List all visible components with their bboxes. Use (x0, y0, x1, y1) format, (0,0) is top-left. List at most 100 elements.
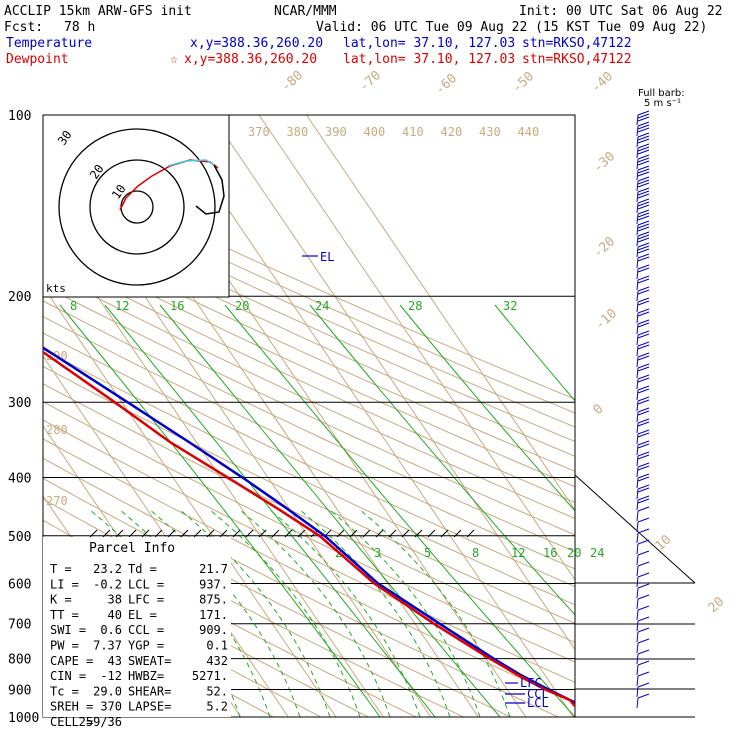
ccl-label: CCL (527, 687, 549, 701)
wind-barb-staff (636, 136, 639, 148)
parcel-info-cell: 43 (108, 654, 122, 668)
mixing-ratio-label: 32 (503, 299, 517, 313)
init-time: Init: 00 UTC Sat 06 Aug 22 (519, 4, 723, 19)
wind-barb-flag (637, 248, 650, 254)
wind-barb-staff (636, 697, 639, 709)
parcel-info-cell: K = (50, 593, 72, 607)
parcel-info-cell: YGP = (128, 639, 164, 653)
wind-barb-flag (637, 465, 650, 471)
wind-barb-flag (637, 517, 650, 523)
plot-frame (42, 114, 576, 718)
parcel-info-cell: EL = (128, 608, 157, 622)
isotherm-label: -30 (591, 149, 618, 176)
wind-barb-staff (636, 642, 639, 654)
isotherm-label: -70 (357, 68, 384, 95)
hodograph-ring (58, 128, 216, 286)
wind-barb-staff (636, 565, 639, 577)
legend-dewpoint-xy: x,y=388.36,260.20 (184, 52, 317, 67)
hatch-mark (128, 529, 137, 538)
wind-barb-flag (637, 110, 650, 116)
isotherm-label: -80 (279, 68, 306, 95)
isotherm-label: 10 (653, 532, 675, 554)
dewpoint-profile (43, 350, 575, 709)
wind-barb-flag (637, 484, 650, 490)
pressure-tick-label: 1000 (8, 711, 39, 726)
wind-barb-flag (637, 226, 650, 232)
wind-barb-flag (637, 157, 650, 163)
parcel-info-cell: HWBZ= (128, 669, 164, 683)
parcel-info-cell: 0.6 (100, 623, 122, 637)
wind-barb-flag (637, 182, 650, 188)
wind-barb-staff (636, 543, 639, 555)
wind-barb-flag (637, 215, 650, 221)
legend-temperature-label: Temperature (6, 36, 92, 51)
isotherm (43, 215, 384, 717)
wind-barb-flag (637, 344, 650, 350)
hatch-mark (414, 529, 423, 538)
wind-barb-staff (636, 587, 639, 599)
wind-barb-flag (637, 418, 650, 424)
wind-barb-flag (637, 682, 650, 688)
wind-barb-flag (637, 308, 650, 314)
wind-barb-staff (636, 323, 639, 335)
theta-label: 440 (518, 125, 540, 139)
parcel-info-cell: -12 (100, 669, 122, 683)
wind-barb-flag (637, 462, 650, 468)
wind-barb-flag (637, 572, 650, 578)
parcel-info-rows: T = 23.2 Td = 21.7 LI = -0.2 LCL = 937. K = 38 LFC… (50, 562, 228, 729)
wind-barb-flag (637, 297, 650, 303)
parcel-info-cell: 21.7 (199, 562, 228, 576)
parcel-info-cell: 38 (108, 593, 122, 607)
wind-barb-flag (637, 275, 650, 281)
wind-barb-flag (637, 231, 650, 237)
theta-label: 370 (248, 125, 270, 139)
wind-barb-flag (637, 201, 650, 207)
pressure-tick-label: 800 (8, 653, 31, 668)
wind-barb-staff (636, 598, 639, 610)
wind-barb-flag (637, 168, 650, 174)
wind-barb-staff (636, 433, 639, 445)
parcel-info-cell: 259/36 (79, 715, 122, 729)
isotherm (163, 115, 574, 717)
mixing-ratio-label: 12 (511, 546, 525, 560)
hatch-mark (375, 529, 384, 538)
wind-barb-staff (636, 554, 639, 566)
mixing-ratio-label: 20 (235, 299, 249, 313)
wind-barb-staff (636, 257, 639, 269)
hatch-mark (232, 529, 241, 538)
wind-barb-staff (636, 202, 639, 214)
parcel-info-cell: SWEAT= (128, 654, 171, 668)
hodograph-units: kts (46, 282, 66, 295)
pressure-tick-label: 500 (8, 530, 31, 545)
pressure-tick-label: 100 (8, 109, 31, 124)
wind-barb-flag (637, 399, 650, 405)
wind-barb-flag (637, 671, 650, 677)
wind-barb-flag (637, 528, 650, 534)
hodograph-box (42, 114, 230, 298)
mixing-ratio-label: 8 (472, 546, 479, 560)
wind-barb-staff (636, 521, 639, 533)
legend-dewpoint-latlon: lat,lon= 37.10, 127.03 (343, 52, 515, 67)
parcel-info-cell: 875. (199, 593, 228, 607)
wind-barb-staff (636, 675, 639, 687)
wind-barb-staff (636, 576, 639, 588)
dry-adiabat (43, 316, 575, 570)
wind-barb-flag (637, 498, 650, 504)
wind-barb-staff (636, 301, 639, 313)
legend-temperature-xy: x,y=388.36,260.20 (190, 36, 323, 51)
isotherm-label: -10 (593, 306, 620, 333)
hodograph-ring-label: 30 (55, 128, 75, 148)
pressure-tick-label: 700 (8, 618, 31, 633)
moist-adiabat (239, 509, 391, 717)
pressure-tick-label: 200 (8, 290, 31, 305)
wind-barb-flag (637, 440, 650, 446)
wind-barb-flag (637, 495, 650, 501)
parcel-info-cell: SWI = (50, 623, 86, 637)
wind-barb-flag (637, 135, 650, 141)
wind-barb-staff (636, 114, 639, 126)
profiles (43, 255, 575, 709)
wind-barb-flag (637, 253, 650, 259)
dry-adiabat (43, 365, 575, 624)
parcel-info-cell: 52. (206, 684, 228, 698)
